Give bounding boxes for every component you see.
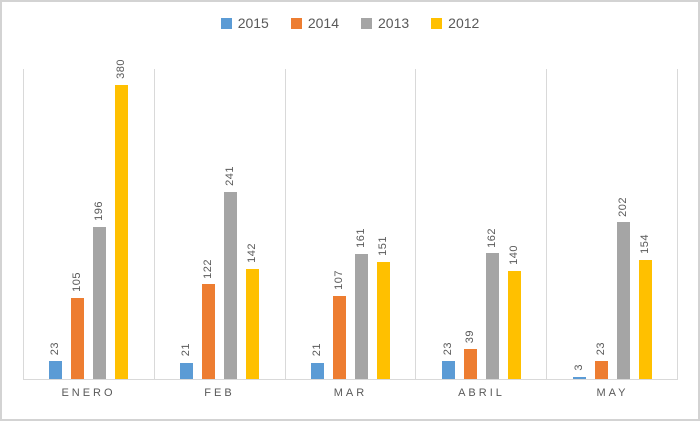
bar-value-label: 154	[638, 233, 651, 254]
bar-value-label: 162	[485, 227, 498, 248]
legend-swatch-icon	[361, 17, 372, 29]
bar-2012-enero[interactable]	[115, 84, 129, 379]
bar-value-label: 23	[594, 341, 607, 356]
plot-area: 23 105 196 380 21 122 241 142 21 107 161 151 23 39 162…	[23, 59, 678, 380]
bar-value-label: 23	[441, 341, 454, 356]
bar-group-item: 161	[354, 69, 368, 379]
category-label-abril: ABRIL	[458, 387, 505, 399]
bar-2012-may[interactable]	[638, 259, 652, 379]
bar-group-item: 241	[224, 69, 238, 379]
bar-value-label: 122	[202, 258, 215, 279]
bar-value-label: 161	[354, 228, 367, 249]
bar-2015-abril[interactable]	[441, 361, 455, 379]
category-label-may: MAY	[596, 387, 629, 399]
bar-2014-may[interactable]	[594, 361, 608, 379]
legend-label: 2014	[307, 15, 339, 31]
bar-group-item: 154	[638, 69, 652, 379]
bar-2014-feb[interactable]	[202, 284, 216, 379]
bar-value-label: 140	[507, 244, 520, 265]
legend-item-2013[interactable]: 2013	[361, 16, 409, 30]
bar-group-item: 23	[594, 69, 608, 379]
bar-group-item: 122	[202, 69, 216, 379]
category-label-feb: FEB	[204, 387, 235, 399]
legend-swatch-icon	[431, 17, 443, 29]
bar-value-label: 21	[310, 343, 323, 357]
bar-value-label: 380	[115, 58, 128, 79]
category-panel-may: 3 23 202 154	[546, 69, 678, 379]
bar-2013-enero[interactable]	[93, 227, 107, 379]
bar-group-item: 142	[246, 69, 260, 379]
bar-group-item: 3	[572, 69, 586, 379]
bar-2013-feb[interactable]	[224, 192, 238, 379]
category-axis: ENERO FEB MAR ABRIL MAY	[23, 387, 678, 399]
bar-value-label: 3	[572, 364, 585, 371]
bar-group-item: 23	[49, 69, 63, 379]
bar-2014-abril[interactable]	[463, 348, 477, 379]
bar-value-label: 196	[93, 201, 106, 222]
bar-2012-mar[interactable]	[376, 261, 390, 379]
legend-label: 2012	[448, 15, 480, 31]
bar-value-label: 105	[71, 271, 84, 292]
bar-group-item: 202	[616, 69, 630, 379]
category-label-enero: ENERO	[61, 387, 116, 399]
bar-group-item: 162	[485, 69, 499, 379]
bar-2013-mar[interactable]	[354, 254, 368, 379]
legend-label: 2013	[378, 15, 410, 31]
category-label-mar: MAR	[333, 387, 368, 399]
bar-value-label: 151	[376, 236, 389, 256]
bar-value-label: 23	[49, 341, 62, 356]
legend-swatch-icon	[220, 17, 232, 29]
bar-2014-mar[interactable]	[332, 296, 346, 379]
bar-group-item: 39	[463, 69, 477, 379]
bar-group-item: 21	[180, 69, 194, 379]
bar-group-item: 380	[115, 59, 129, 379]
bar-2015-mar[interactable]	[310, 362, 324, 379]
bar-value-label: 142	[246, 243, 259, 263]
bar-group-item: 107	[332, 69, 346, 379]
bar-2015-may[interactable]	[572, 376, 586, 379]
bar-2012-abril[interactable]	[507, 270, 521, 379]
category-panel-abril: 23 39 162 140	[415, 69, 546, 379]
legend: 2015 2014 2013 2012	[2, 16, 698, 30]
bar-value-label: 107	[332, 270, 345, 291]
bar-value-label: 21	[180, 343, 193, 357]
legend-item-2012[interactable]: 2012	[431, 16, 479, 30]
bar-group-item: 23	[441, 69, 455, 379]
bar-group-item: 21	[310, 69, 324, 379]
bar-2015-enero[interactable]	[49, 361, 63, 379]
bar-2015-feb[interactable]	[180, 362, 194, 379]
bar-value-label: 241	[224, 166, 237, 187]
category-panel-enero: 23 105 196 380	[23, 59, 154, 379]
category-panel-feb: 21 122 241 142	[153, 69, 285, 379]
bar-2013-may[interactable]	[616, 222, 630, 379]
bar-group-item: 140	[507, 69, 521, 379]
legend-item-2015[interactable]: 2015	[220, 15, 269, 31]
legend-swatch-icon	[290, 17, 302, 29]
bar-value-label: 202	[616, 196, 629, 217]
category-panel-mar: 21 107 161 151	[284, 69, 416, 379]
legend-label: 2015	[237, 15, 269, 31]
bar-2013-abril[interactable]	[485, 253, 499, 379]
bar-2012-feb[interactable]	[246, 268, 260, 379]
bar-group-item: 105	[71, 69, 85, 379]
bar-group-item: 196	[93, 69, 107, 379]
bar-group-item: 151	[376, 69, 390, 379]
bar-value-label: 39	[463, 329, 476, 343]
legend-item-2014[interactable]: 2014	[290, 15, 339, 31]
bar-2014-enero[interactable]	[71, 297, 85, 379]
